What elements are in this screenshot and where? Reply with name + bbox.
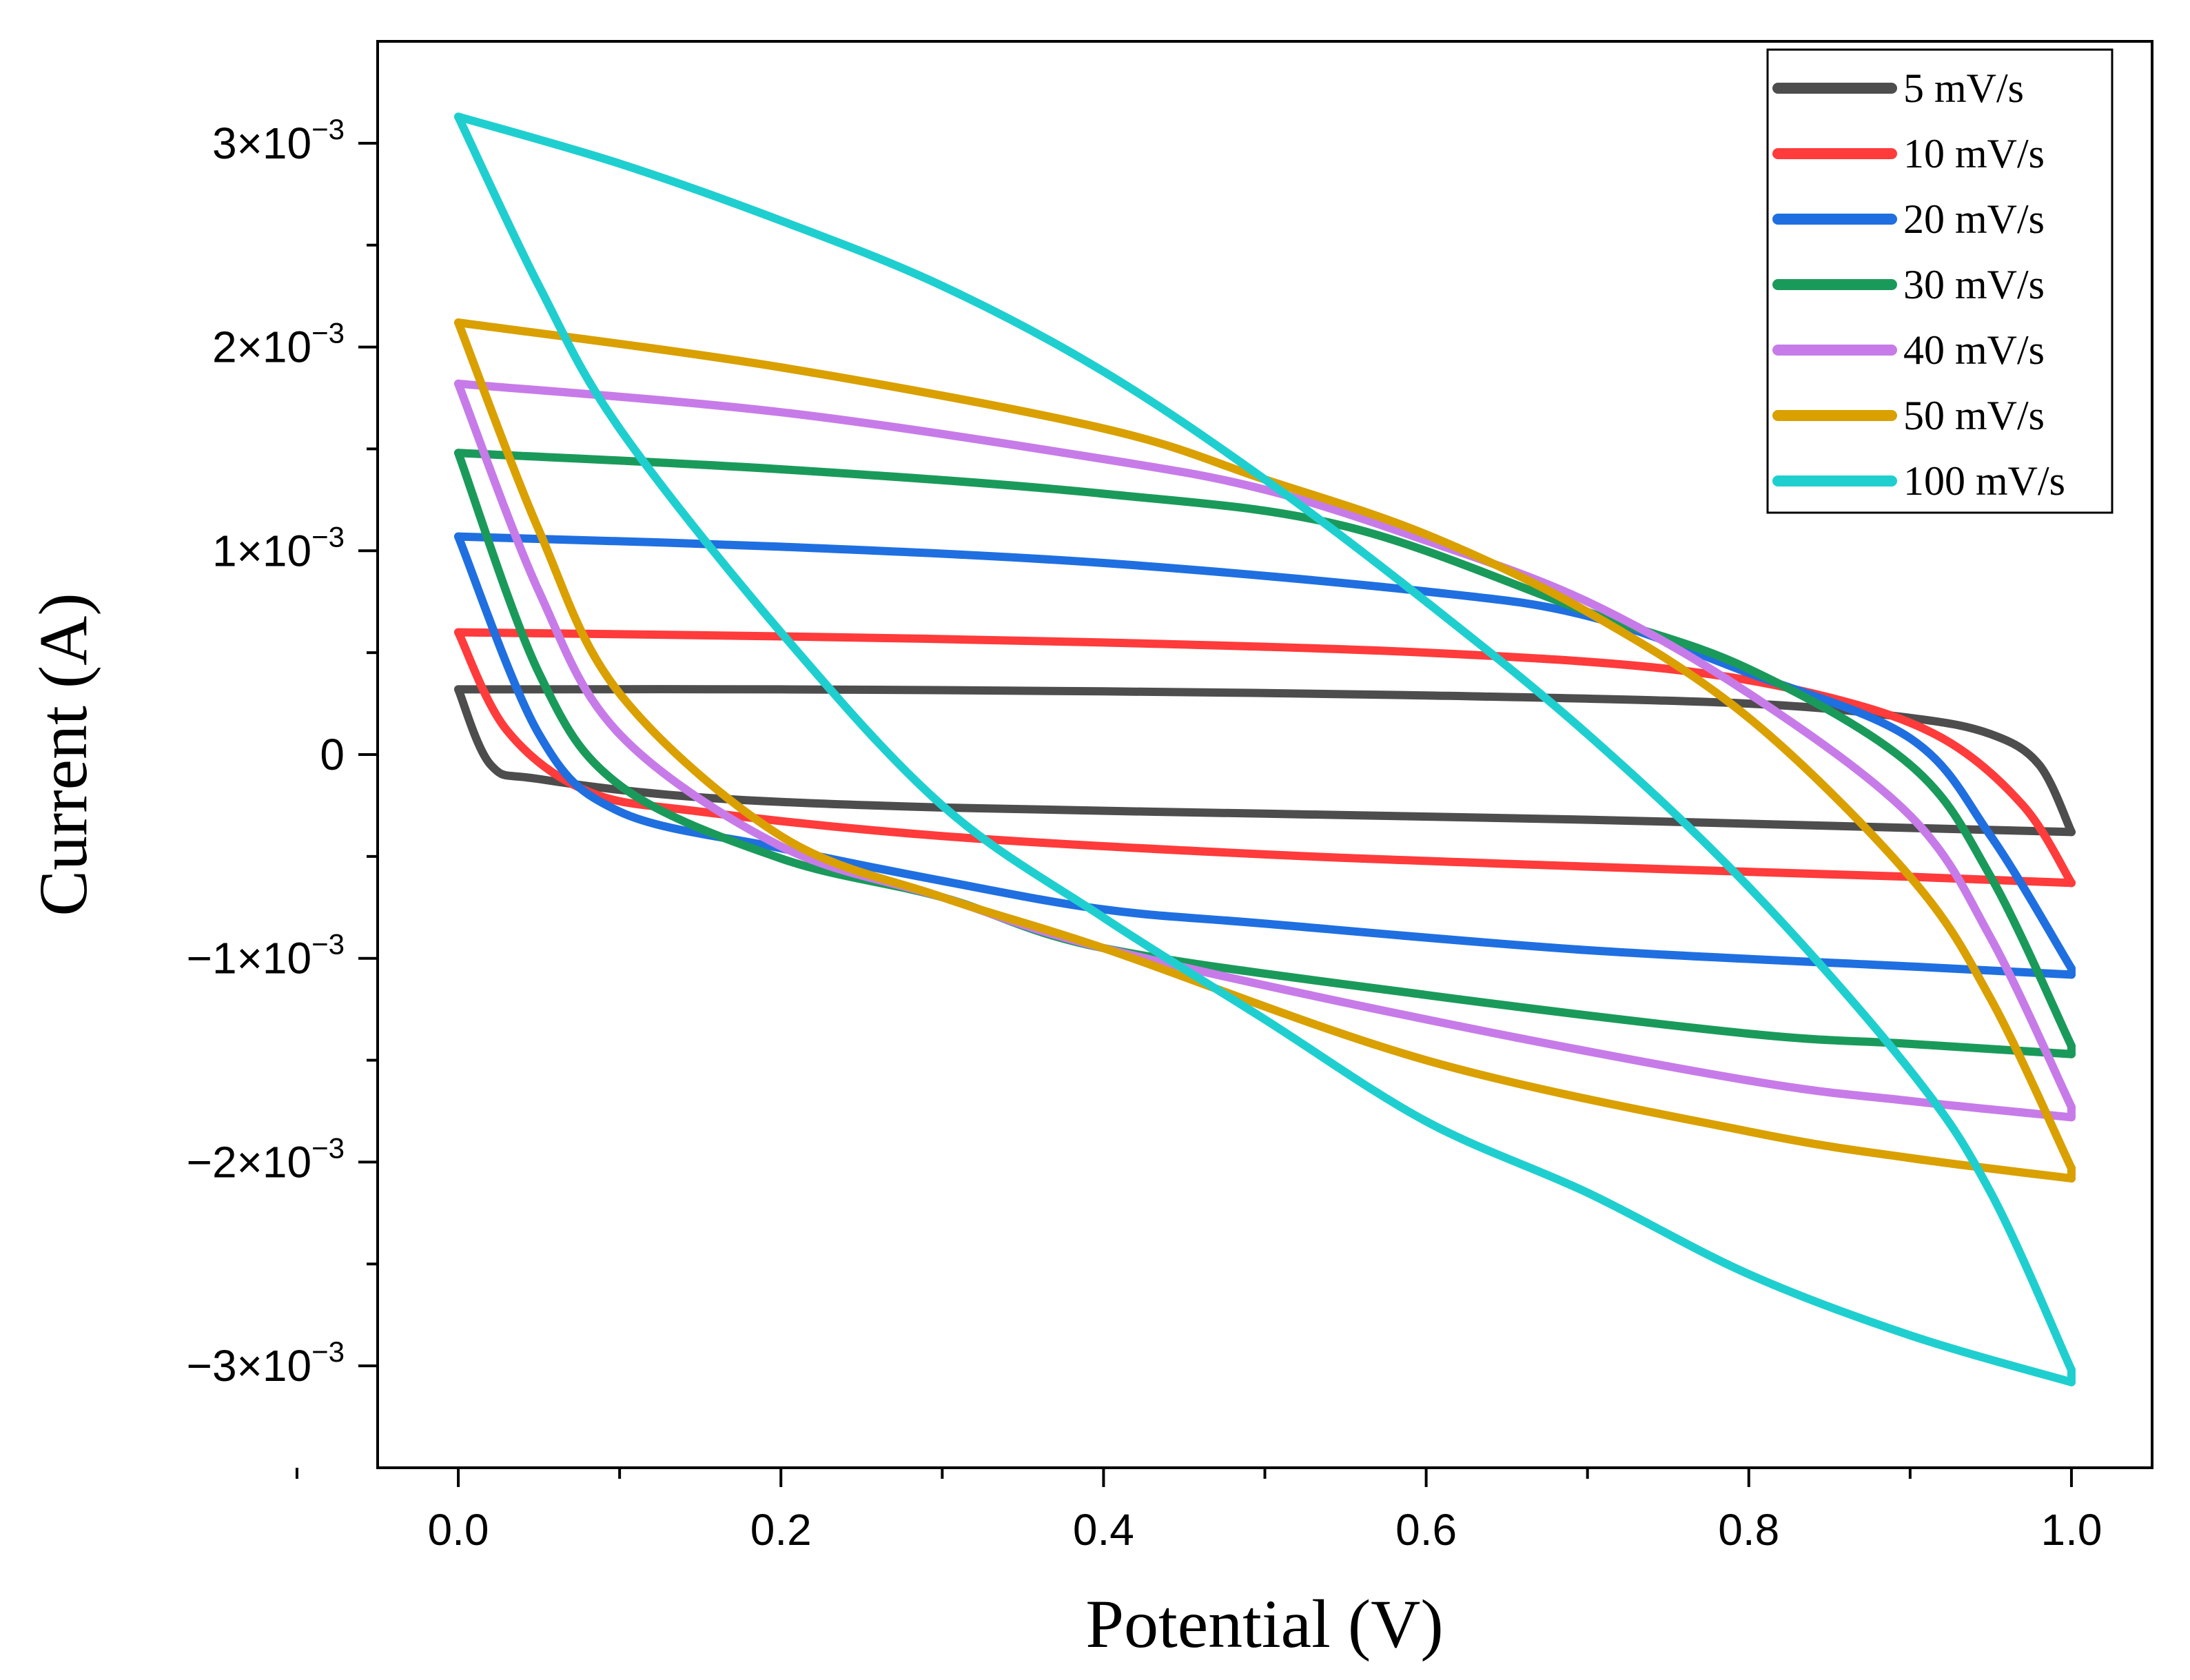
legend-label-4: 40 mV/s — [1903, 327, 2045, 373]
x-tick-label-3: 0.6 — [1395, 1505, 1457, 1555]
series-layer — [454, 112, 2076, 1386]
series-6-top — [454, 112, 2076, 1375]
y-tick-label-4: −1×10−3 — [187, 928, 345, 983]
series-3-top — [454, 449, 2076, 1050]
series-1-bottom — [454, 628, 2076, 888]
series-1-top — [454, 628, 2076, 888]
y-axis-title: Current (A) — [25, 593, 101, 916]
x-tick-label-0: 0.0 — [428, 1505, 489, 1555]
y-tick-label-3: 0 — [320, 730, 345, 779]
series-5-top — [454, 318, 2076, 1173]
x-tick-label-4: 0.8 — [1718, 1505, 1779, 1555]
series-2-top — [454, 532, 2076, 973]
y-tick-label-1: 2×10−3 — [212, 317, 345, 372]
y-tick-label-0: 3×10−3 — [212, 113, 345, 168]
series-0-top — [454, 685, 2076, 837]
legend-label-1: 10 mV/s — [1903, 131, 2045, 176]
legend-label-3: 30 mV/s — [1903, 262, 2045, 307]
legend-label-5: 50 mV/s — [1903, 393, 2045, 438]
y-tick-label-5: −2×10−3 — [187, 1131, 345, 1187]
x-tick-label-5: 1.0 — [2040, 1505, 2102, 1555]
legend-label-2: 20 mV/s — [1903, 196, 2045, 242]
x-axis-title: Potential (V) — [1085, 1586, 1443, 1662]
y-axis: 3×10−3 2×10−3 1×10−3 0 −1×10−3 −2×10−3 −3×10−3 — [187, 113, 378, 1391]
legend-label-0: 5 mV/s — [1903, 65, 2024, 111]
x-axis: 0.0 0.2 0.4 0.6 0.8 1.0 — [295, 1468, 2102, 1555]
legend: 5 mV/s 10 mV/s 20 mV/s 30 mV/s 40 mV/s 50 mV/… — [1766, 48, 2114, 514]
series-6-bottom — [454, 112, 2076, 1386]
x-tick-label-1: 0.2 — [750, 1505, 812, 1555]
x-tick-label-2: 0.4 — [1073, 1505, 1134, 1555]
series-0-bottom — [454, 685, 2076, 837]
series-5-bottom — [454, 318, 2076, 1183]
y-tick-label-6: −3×10−3 — [187, 1335, 345, 1391]
series-2-bottom — [454, 532, 2076, 979]
y-tick-label-2: 1×10−3 — [212, 520, 345, 575]
legend-label-6: 100 mV/s — [1903, 458, 2065, 504]
